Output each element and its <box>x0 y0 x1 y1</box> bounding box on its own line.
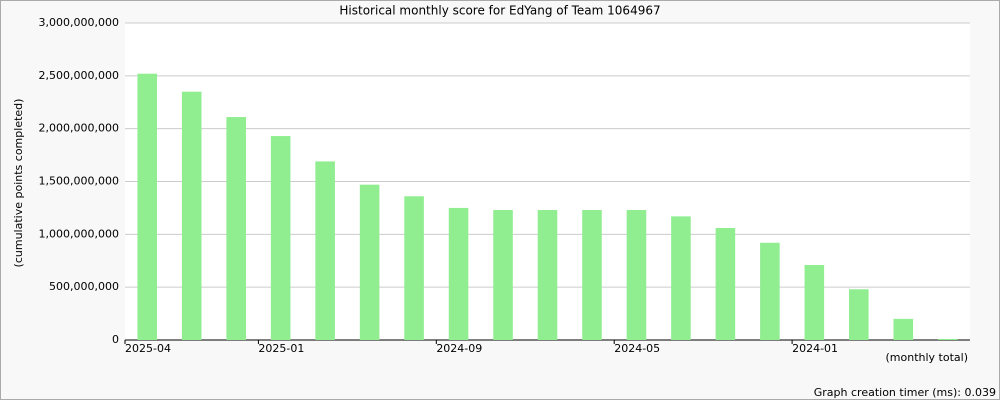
y-tick-label: 1,000,000,000 <box>39 227 119 240</box>
y-tick-label: 500,000,000 <box>49 280 119 293</box>
bar <box>226 117 246 340</box>
y-tick-label: 3,000,000,000 <box>39 16 119 29</box>
bar <box>181 91 202 340</box>
y-tick-label: 0 <box>112 333 119 346</box>
bar <box>626 210 647 340</box>
y-axis-label: (cumulative points completed) <box>12 99 25 268</box>
bar <box>760 242 780 340</box>
bar <box>404 196 424 340</box>
y-tick-label: 1,500,000,000 <box>39 175 119 188</box>
bar <box>849 289 869 340</box>
bar <box>270 136 291 340</box>
x-tick-label: 2025-01 <box>258 342 304 355</box>
bar <box>804 264 825 340</box>
bar <box>893 318 914 340</box>
bar <box>671 216 691 340</box>
bar <box>715 227 736 340</box>
y-tick-label: 2,500,000,000 <box>39 69 119 82</box>
bar <box>137 73 158 340</box>
bar <box>448 207 469 340</box>
chart-title: Historical monthly score for EdYang of T… <box>339 4 660 18</box>
bar <box>937 338 958 340</box>
bar <box>315 161 335 340</box>
legend-note: (monthly total) <box>886 351 969 364</box>
footer: Graph creation timer (ms): 0.039 <box>814 386 996 399</box>
x-tick-label: 2024-05 <box>614 342 660 355</box>
bar <box>493 210 513 340</box>
y-tick-label: 2,000,000,000 <box>39 122 119 135</box>
x-tick-label: 2024-09 <box>436 342 482 355</box>
bar <box>582 210 602 340</box>
bar <box>537 210 558 340</box>
x-tick-label: 2025-04 <box>125 342 171 355</box>
x-tick-label: 2024-01 <box>792 342 838 355</box>
bar <box>359 184 380 340</box>
